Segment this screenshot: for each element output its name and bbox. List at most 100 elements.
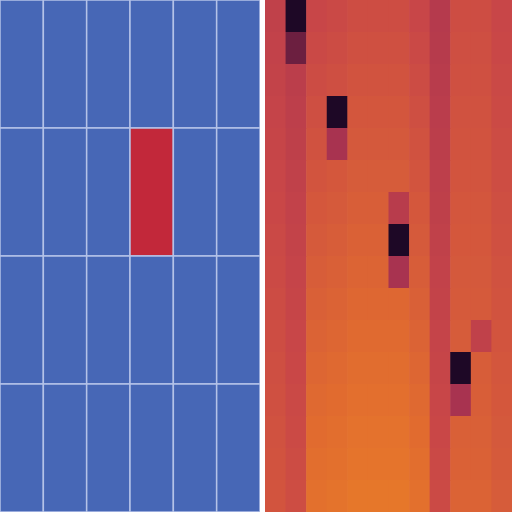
heatmap-cell [347, 0, 368, 33]
heatmap-cell [306, 288, 327, 321]
heatmap-cell [306, 320, 327, 353]
heatmap-cell [327, 128, 348, 161]
heatmap-cell [265, 224, 286, 257]
heatmap-cell [491, 256, 512, 289]
heatmap-cell [491, 160, 512, 193]
heatmap-cell [430, 416, 451, 449]
heatmap-cell [347, 192, 368, 225]
heatmap-cell [409, 352, 430, 385]
heatmap-cell [306, 32, 327, 65]
heatmap-cell [409, 448, 430, 481]
heatmap-cell [471, 352, 492, 385]
heatmap-cell [389, 96, 410, 129]
heatmap-cell [327, 288, 348, 321]
heatmap-cell [368, 32, 389, 65]
heatmap-cell [87, 0, 130, 128]
heatmap-cell [43, 0, 86, 128]
heatmap-cell [347, 64, 368, 97]
heatmap-cell [368, 384, 389, 417]
heatmap-cell [450, 160, 471, 193]
heatmap-cell [217, 128, 260, 256]
heatmap-cell [306, 128, 327, 161]
heatmap-cell [430, 480, 451, 512]
heatmap-cell [491, 288, 512, 321]
heatmap-cell [265, 0, 286, 33]
heatmap-cell [173, 0, 216, 128]
heatmap-cell [471, 480, 492, 512]
heatmap-cell [327, 0, 348, 33]
heatmap-cell [306, 416, 327, 449]
heatmap-cell [368, 480, 389, 512]
heatmap-cell [430, 224, 451, 257]
heatmap-cell [327, 160, 348, 193]
heatmap-cell [491, 32, 512, 65]
heatmap-cell [265, 448, 286, 481]
heatmap-cell [389, 224, 410, 257]
heatmap-cell [306, 160, 327, 193]
heatmap-cell [491, 448, 512, 481]
heatmap-cell [389, 480, 410, 512]
heatmap-cell [471, 0, 492, 33]
heatmap-cell [265, 416, 286, 449]
heatmap-cell [0, 128, 43, 256]
heatmap-cell [306, 224, 327, 257]
heatmap-cell [347, 128, 368, 161]
heatmap-cell [389, 448, 410, 481]
heatmap-cell [450, 448, 471, 481]
heatmap-cell [471, 128, 492, 161]
heatmap-cell [43, 128, 86, 256]
heatmap-cell [286, 352, 307, 385]
heatmap-cell [368, 256, 389, 289]
heatmap-cell [306, 480, 327, 512]
heatmap-cell [409, 416, 430, 449]
heatmap-cell [409, 128, 430, 161]
heatmap-cell [0, 384, 43, 512]
heatmap-cell [389, 160, 410, 193]
heatmap-cell [368, 0, 389, 33]
heatmap-cell [347, 96, 368, 129]
heatmap-cell [265, 128, 286, 161]
heatmap-cell [491, 480, 512, 512]
heatmap-cell [347, 224, 368, 257]
heatmap-cell [217, 0, 260, 128]
heatmap-cell [430, 384, 451, 417]
heatmap-cell [265, 384, 286, 417]
heatmap-cell [347, 160, 368, 193]
figure [0, 0, 512, 512]
heatmap-cell [327, 224, 348, 257]
heatmap-cell [265, 352, 286, 385]
heatmap-cell [130, 128, 173, 256]
heatmap-cell [368, 416, 389, 449]
heatmap-cell [306, 352, 327, 385]
heatmap-cell [347, 448, 368, 481]
heatmap-cell [491, 416, 512, 449]
heatmap-1 [265, 0, 512, 512]
heatmap-cell [327, 256, 348, 289]
heatmap-cell [491, 320, 512, 353]
heatmap-cell [471, 64, 492, 97]
heatmap-cell [130, 384, 173, 512]
heatmap-cell [306, 192, 327, 225]
heatmap-cell [389, 64, 410, 97]
heatmap-cell [471, 288, 492, 321]
heatmap-cell [430, 160, 451, 193]
heatmap-cell [347, 32, 368, 65]
heatmap-cell [409, 224, 430, 257]
heatmap-cell [286, 128, 307, 161]
heatmap-cell [265, 64, 286, 97]
heatmap-cell [265, 160, 286, 193]
heatmap-cell [409, 32, 430, 65]
heatmap-cell [491, 96, 512, 129]
heatmap-cell [409, 480, 430, 512]
heatmap-cell [450, 224, 471, 257]
heatmap-cell [430, 320, 451, 353]
heatmap-cell [450, 192, 471, 225]
heatmap-cell [389, 352, 410, 385]
heatmap-cell [389, 32, 410, 65]
heatmap-cell [409, 64, 430, 97]
heatmap-cell [389, 288, 410, 321]
heatmap-cell [265, 96, 286, 129]
heatmap-cell [430, 192, 451, 225]
heatmap-cell [471, 448, 492, 481]
heatmap-cell [450, 64, 471, 97]
